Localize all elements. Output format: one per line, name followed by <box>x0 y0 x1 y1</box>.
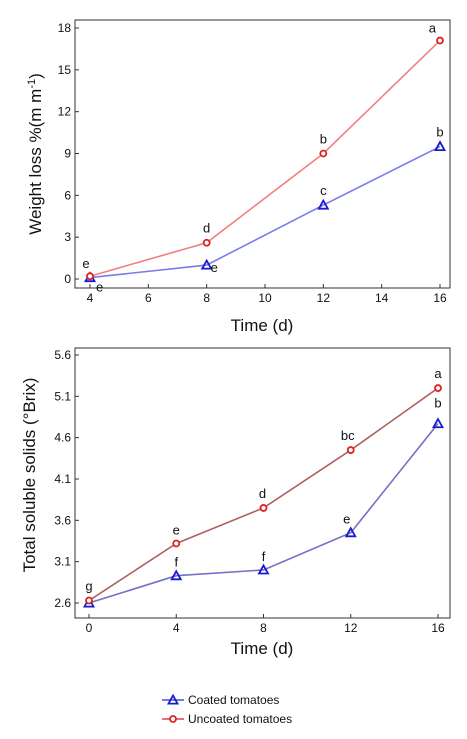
data-point-marker <box>202 238 211 247</box>
y-ticks-weight-loss: 0 3 6 9 12 15 18 <box>58 21 79 286</box>
series-line-coated-tomatoes <box>89 145 441 279</box>
series-soluble-solids: f f e b g e d bc a <box>82 366 445 608</box>
x-tick-label: 12 <box>344 621 358 635</box>
significance-letter: b <box>320 132 327 147</box>
x-ticks-weight-loss: 4 6 8 10 12 14 16 <box>87 284 447 305</box>
y-tick-label: 18 <box>58 21 72 35</box>
data-point-marker <box>436 36 444 45</box>
data-point-marker <box>434 384 442 392</box>
x-tick-label: 12 <box>317 291 331 305</box>
x-tick-label: 4 <box>87 291 94 305</box>
y-axis-label-main: Weight loss % <box>26 127 45 234</box>
y-axis-label-superscript: -1 <box>26 79 38 89</box>
x-tick-label: 8 <box>203 291 210 305</box>
legend-label: Coated tomatoes <box>188 693 279 707</box>
y-tick-label: 5.1 <box>54 389 71 403</box>
y-tick-label: 3.6 <box>54 513 71 527</box>
data-point-marker <box>344 526 357 538</box>
legend-marker <box>169 715 177 723</box>
significance-letter: e <box>82 256 89 271</box>
data-point-marker <box>431 417 445 429</box>
significance-letter: d <box>203 221 210 236</box>
x-tick-label: 8 <box>260 621 267 635</box>
y-tick-label: 12 <box>58 105 72 119</box>
significance-letter: e <box>173 522 180 537</box>
data-point-marker <box>86 272 94 281</box>
y-tick-label: 4.1 <box>54 472 71 486</box>
significance-letter: e <box>96 280 103 295</box>
y-tick-label: 3 <box>64 230 71 244</box>
significance-letter: e <box>343 512 350 527</box>
significance-letter: d <box>259 486 266 501</box>
plot-frame-weight-loss <box>74 19 451 289</box>
significance-letter: g <box>85 579 92 594</box>
series-line-coated-tomatoes <box>88 423 439 604</box>
data-point-marker <box>317 198 330 210</box>
significance-letter: f <box>174 555 178 570</box>
significance-letter: bc <box>341 428 355 443</box>
y-tick-label: 2.6 <box>54 596 71 610</box>
data-point-marker <box>85 596 93 605</box>
legend-marker <box>166 693 180 705</box>
legend-item-uncoated-tomatoes: Uncoated tomatoes <box>162 712 292 726</box>
y-tick-label: 3.1 <box>54 555 71 569</box>
y-axis-label-close: ) <box>26 73 45 79</box>
y-tick-label: 0 <box>64 272 71 286</box>
y-tick-label: 9 <box>64 147 71 161</box>
y-axis-label-weight-loss: Weight loss %(m m-1) <box>26 73 45 235</box>
y-axis-label-soluble-solids: Total soluble solids (°Brix) <box>20 378 39 573</box>
x-tick-label: 4 <box>173 621 180 635</box>
y-tick-label: 15 <box>58 63 72 77</box>
x-tick-label: 10 <box>258 291 272 305</box>
data-point-marker <box>433 140 447 152</box>
y-axis-label-unit: (m m <box>26 89 45 128</box>
x-tick-label: 16 <box>433 291 447 305</box>
x-tick-label: 6 <box>145 291 152 305</box>
significance-letter: c <box>320 183 327 198</box>
significance-letter: b <box>434 396 441 411</box>
y-tick-label: 4.6 <box>54 431 71 445</box>
series-line-uncoated-tomatoes <box>89 39 441 277</box>
plot-frame-soluble-solids <box>74 347 451 619</box>
y-ticks-soluble-solids: 2.6 3.1 3.6 4.1 4.6 5.1 5.6 <box>54 348 79 610</box>
significance-letter: f <box>262 549 266 564</box>
y-tick-label: 6 <box>64 188 71 202</box>
legend-item-coated-tomatoes: Coated tomatoes <box>162 693 279 707</box>
significance-letter: a <box>434 366 442 381</box>
significance-letter: a <box>429 21 437 36</box>
x-tick-label: 14 <box>375 291 389 305</box>
x-tick-label: 0 <box>86 621 93 635</box>
data-point-marker <box>346 446 355 454</box>
chart-total-soluble-solids: 2.6 3.1 3.6 4.1 4.6 5.1 5.6 0 4 8 12 16 f f e b g e d bc a… <box>20 347 451 658</box>
data-point-marker <box>257 563 270 575</box>
legend-label: Uncoated tomatoes <box>188 712 292 726</box>
data-point-marker <box>259 504 268 512</box>
data-point-marker <box>172 539 181 548</box>
data-point-marker <box>200 258 213 270</box>
legend: Coated tomatoes Uncoated tomatoes <box>162 693 292 726</box>
data-point-marker <box>170 569 183 581</box>
significance-letter: b <box>436 125 443 140</box>
data-point-marker <box>319 149 328 158</box>
x-ticks-soluble-solids: 0 4 8 12 16 <box>86 614 445 635</box>
x-axis-label-weight-loss: Time (d) <box>231 316 294 335</box>
x-axis-label-soluble-solids: Time (d) <box>231 639 294 658</box>
x-tick-label: 16 <box>431 621 445 635</box>
y-tick-label: 5.6 <box>54 348 71 362</box>
significance-letter: e <box>211 260 218 275</box>
